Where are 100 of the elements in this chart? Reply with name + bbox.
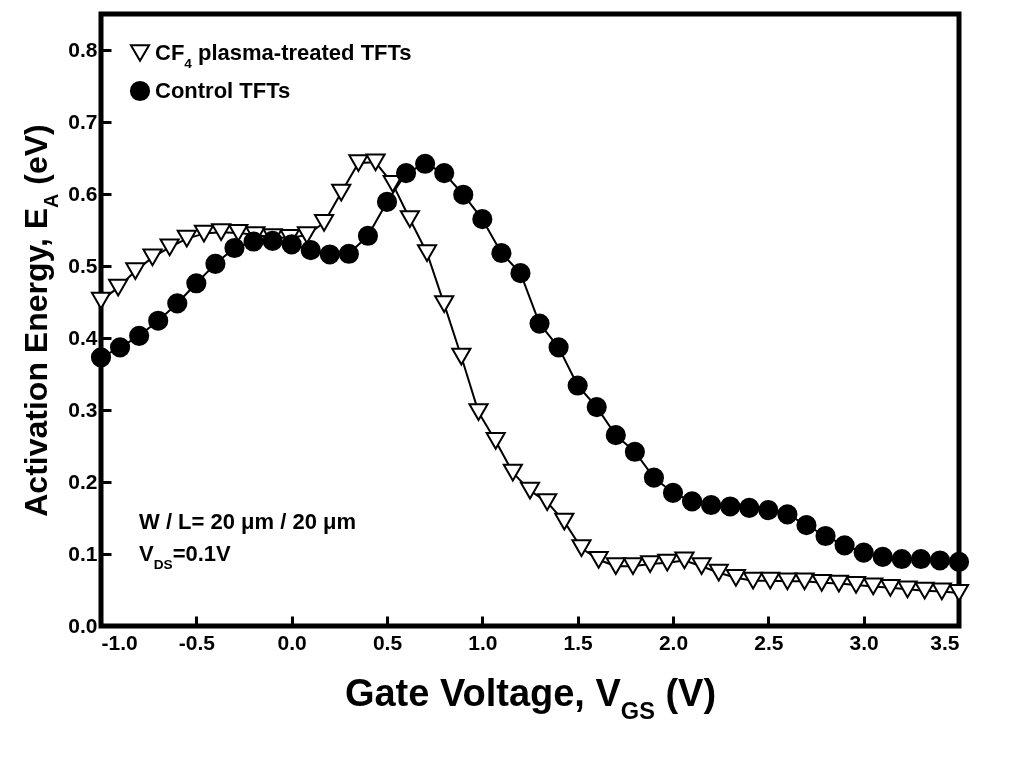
point <box>365 153 386 172</box>
point <box>720 496 741 517</box>
point <box>453 184 474 205</box>
point <box>929 550 951 571</box>
point <box>758 500 779 521</box>
point <box>108 278 129 297</box>
point <box>931 582 952 601</box>
point <box>300 240 321 261</box>
point <box>948 584 970 602</box>
point <box>554 512 575 531</box>
point <box>891 548 912 570</box>
point <box>224 237 245 259</box>
point <box>211 223 232 242</box>
point <box>468 403 489 422</box>
point <box>897 580 918 599</box>
point <box>519 481 541 500</box>
point <box>186 273 207 294</box>
point <box>176 229 197 248</box>
point <box>193 224 215 243</box>
point <box>796 515 817 536</box>
point <box>434 163 455 184</box>
y-tick-label: 0.2 <box>68 469 98 493</box>
point <box>777 572 798 591</box>
point <box>348 154 369 172</box>
x-tick-label: 0.5 <box>372 630 403 654</box>
point <box>691 557 712 576</box>
point <box>872 546 893 567</box>
x-axis-title: Gate Voltage, V$_{GS}$ (V) <box>344 671 717 724</box>
point <box>129 325 150 346</box>
point <box>657 553 678 572</box>
x-tick-label: 0.0 <box>277 630 307 654</box>
point <box>910 548 931 570</box>
point <box>586 397 607 418</box>
point <box>548 337 569 358</box>
x-tick-label: 1.5 <box>563 630 594 654</box>
point <box>90 347 112 368</box>
point <box>485 432 506 450</box>
point <box>811 573 832 592</box>
point <box>357 225 379 246</box>
x-tick-label: 3.5 <box>930 630 960 654</box>
point <box>338 243 359 264</box>
point <box>701 494 722 516</box>
point <box>434 295 455 314</box>
point <box>708 563 729 582</box>
point <box>662 482 684 503</box>
point <box>228 224 249 242</box>
point <box>760 571 781 590</box>
annotation: W / L= 20 μm / 20 μm <box>139 509 357 534</box>
x-tick-label: 1.0 <box>468 630 498 654</box>
point <box>281 234 302 255</box>
point <box>314 213 335 232</box>
annotation: V$_{DS}$=0.1V <box>139 541 232 572</box>
y-tick-label: 0.3 <box>68 397 98 421</box>
x-tick-label: -0.5 <box>178 630 216 654</box>
legend-label: Control TFTs <box>155 78 291 103</box>
point <box>853 542 874 563</box>
point <box>376 191 398 212</box>
y-tick-label: 0.0 <box>68 613 98 637</box>
y-tick-label: 0.1 <box>68 541 98 565</box>
point <box>510 263 531 284</box>
y-tick-label: 0.7 <box>68 109 98 133</box>
point <box>142 248 163 267</box>
y-tick-label: 0.6 <box>68 181 98 205</box>
point <box>674 551 695 570</box>
x-tick-label: 2.5 <box>754 630 784 654</box>
point <box>537 493 558 512</box>
point <box>159 238 180 257</box>
point <box>815 525 836 547</box>
point <box>622 557 644 576</box>
x-tick-label: 3.0 <box>849 630 879 654</box>
point <box>605 425 626 446</box>
point <box>845 576 867 594</box>
point <box>681 491 703 512</box>
point <box>571 539 592 558</box>
x-tick-label: -1.0 <box>101 630 138 654</box>
y-tick-label: 0.4 <box>68 325 98 349</box>
y-tick-label: 0.8 <box>68 37 98 61</box>
point <box>109 337 131 358</box>
legend-label: CF$_{4}$ plasma-treated TFTs <box>155 40 412 71</box>
point <box>828 574 849 593</box>
point <box>529 313 550 334</box>
point <box>148 310 169 331</box>
point <box>834 535 855 556</box>
point <box>643 467 665 488</box>
point <box>125 262 146 280</box>
point <box>167 293 188 314</box>
point <box>777 504 798 525</box>
point <box>948 551 970 572</box>
point <box>319 244 340 265</box>
point <box>331 183 352 202</box>
point <box>502 463 523 482</box>
point <box>739 497 760 518</box>
point <box>415 153 436 174</box>
point <box>395 163 417 184</box>
point <box>90 291 112 310</box>
point <box>296 226 317 244</box>
point <box>725 568 746 587</box>
point <box>399 210 420 229</box>
point <box>588 550 609 569</box>
point <box>567 375 588 396</box>
